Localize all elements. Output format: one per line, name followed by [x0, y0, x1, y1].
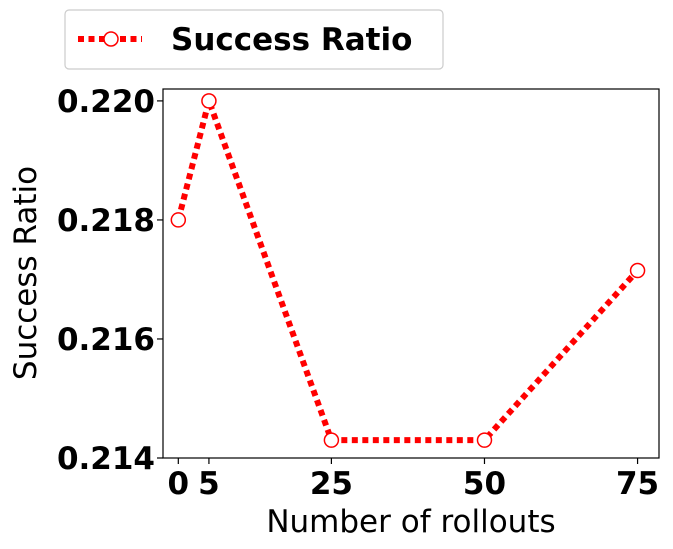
- x-tick-label: 75: [616, 466, 659, 502]
- data-point: [170, 212, 187, 228]
- legend-marker: [103, 31, 119, 47]
- x-tick-label: 25: [310, 466, 353, 502]
- series-line: [175, 90, 640, 444]
- x-tick-label: 5: [198, 466, 220, 502]
- y-tick-label: 0.214: [57, 441, 155, 477]
- legend-label: Success Ratio: [171, 22, 412, 58]
- y-axis-title: Success Ratio: [8, 166, 44, 380]
- data-point: [476, 432, 493, 448]
- y-tick-label: 0.220: [57, 84, 155, 120]
- legend: Success Ratio: [64, 9, 444, 70]
- series-layer: [170, 90, 646, 448]
- data-point: [323, 432, 340, 448]
- x-axis-title: Number of rollouts: [266, 504, 555, 540]
- data-point: [629, 262, 646, 279]
- x-axis: 0 5 25 50 75: [168, 458, 659, 502]
- y-tick-label: 0.218: [57, 203, 155, 239]
- data-point: [201, 93, 217, 109]
- legend-box: [64, 9, 444, 70]
- x-tick-label: 0: [168, 466, 190, 502]
- y-axis: 0.214 0.216 0.218 0.220: [57, 84, 163, 477]
- y-tick-label: 0.216: [57, 322, 155, 358]
- plot-frame: [162, 88, 660, 459]
- x-tick-label: 50: [463, 466, 506, 502]
